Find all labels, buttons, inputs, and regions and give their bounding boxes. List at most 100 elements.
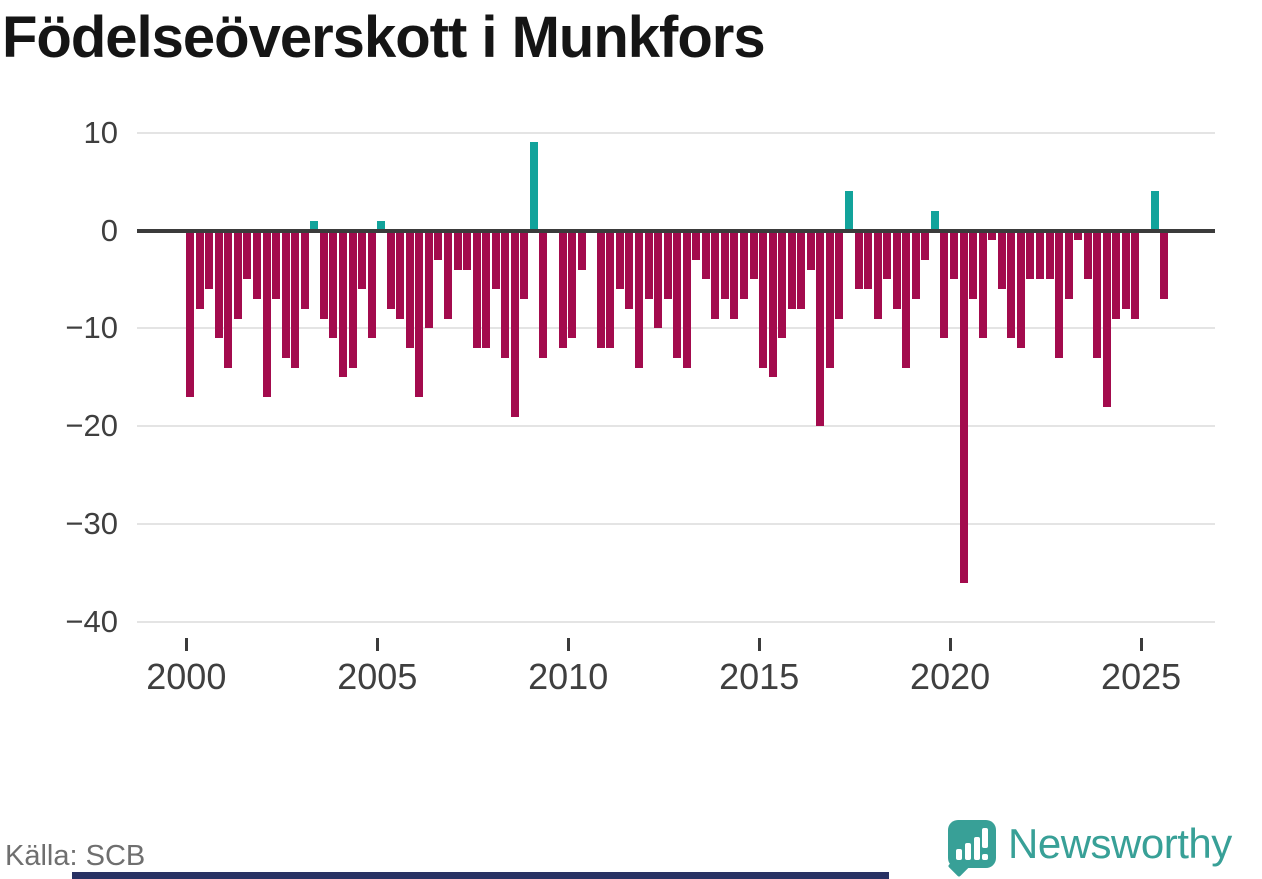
bar-2022-Q4: [1055, 230, 1063, 358]
bar-2022-Q1: [1026, 230, 1034, 280]
footer-strip: [72, 872, 889, 879]
x-axis-tick: [184, 638, 188, 651]
bar-2020-Q2: [960, 230, 968, 583]
bar-2002-Q1: [263, 230, 271, 397]
bar-2000-Q4: [215, 230, 223, 339]
x-axis-tick: [566, 638, 570, 651]
bar-2019-Q4: [940, 230, 948, 339]
bar-2005-Q4: [406, 230, 414, 348]
bar-2017-Q2: [845, 191, 853, 231]
bar-2011-Q1: [606, 230, 614, 348]
bar-2017-Q1: [835, 230, 843, 319]
bar-2013-Q1: [683, 230, 691, 368]
newsworthy-logo: Newsworthy: [947, 815, 1232, 878]
bar-2016-Q2: [807, 230, 815, 270]
bar-2018-Q4: [902, 230, 910, 368]
bar-2003-Q4: [329, 230, 337, 339]
y-axis-tick-label: 0: [100, 212, 118, 248]
bar-2006-Q1: [415, 230, 423, 397]
bar-2008-Q4: [520, 230, 528, 299]
bar-2014-Q1: [721, 230, 729, 299]
bar-2015-Q1: [759, 230, 767, 368]
bar-2013-Q4: [711, 230, 719, 319]
bar-2021-Q1: [988, 230, 996, 241]
bar-2008-Q2: [501, 230, 509, 358]
bar-2004-Q3: [358, 230, 366, 290]
bar-2012-Q4: [673, 230, 681, 358]
y-axis-tick-label: −20: [65, 408, 118, 444]
bar-2007-Q1: [454, 230, 462, 270]
bar-2005-Q2: [387, 230, 395, 309]
bar-2022-Q2: [1036, 230, 1044, 280]
x-axis-tick: [948, 638, 952, 651]
gridline: [137, 621, 1215, 624]
bar-2016-Q1: [797, 230, 805, 309]
bar-2008-Q3: [511, 230, 519, 417]
x-axis-tick-label: 2015: [719, 656, 800, 697]
bar-2024-Q4: [1131, 230, 1139, 319]
bar-2012-Q1: [645, 230, 653, 299]
bar-2020-Q3: [969, 230, 977, 299]
bar-2013-Q3: [702, 230, 710, 280]
y-axis-tick-label: 10: [83, 114, 118, 150]
x-axis-tick: [757, 638, 761, 651]
bar-2024-Q1: [1103, 230, 1111, 407]
chart-title: Födelseöverskott i Munkfors: [2, 5, 766, 70]
bar-2008-Q1: [492, 230, 500, 290]
bar-2000-Q1: [186, 230, 194, 397]
bar-2010-Q4: [597, 230, 605, 348]
bar-2024-Q3: [1122, 230, 1130, 309]
bar-2011-Q2: [616, 230, 624, 290]
logo-chart-bar-icon: [956, 849, 962, 860]
bar-2003-Q2: [310, 220, 318, 231]
bar-2007-Q4: [482, 230, 490, 348]
bar-2023-Q1: [1065, 230, 1073, 299]
bar-2006-Q4: [444, 230, 452, 319]
bar-2014-Q4: [750, 230, 758, 280]
logo-chart-bar-icon: [974, 837, 980, 860]
bar-2021-Q2: [998, 230, 1006, 290]
bar-2004-Q1: [339, 230, 347, 378]
bar-2015-Q4: [788, 230, 796, 309]
bar-2023-Q4: [1093, 230, 1101, 358]
bar-2019-Q3: [931, 210, 939, 231]
bar-2005-Q3: [396, 230, 404, 319]
bar-2024-Q2: [1112, 230, 1120, 319]
bar-2002-Q3: [282, 230, 290, 358]
bar-2007-Q3: [473, 230, 481, 348]
bar-2009-Q2: [539, 230, 547, 358]
bar-2021-Q4: [1017, 230, 1025, 348]
x-axis-tick: [375, 638, 379, 651]
bar-2018-Q1: [874, 230, 882, 319]
source-note: Källa: SCB: [5, 840, 146, 872]
newsworthy-wordmark: Newsworthy: [1008, 820, 1232, 867]
bar-2001-Q4: [253, 230, 261, 299]
bar-2017-Q4: [864, 230, 872, 290]
x-axis-tick-label: 2020: [910, 656, 991, 697]
bar-2018-Q3: [893, 230, 901, 309]
bar-2006-Q2: [425, 230, 433, 329]
bar-2004-Q2: [349, 230, 357, 368]
logo-chart-bar-icon: [965, 843, 971, 860]
bar-2019-Q2: [921, 230, 929, 260]
bar-2010-Q2: [578, 230, 586, 270]
logo-exclamation-icon: [982, 828, 988, 848]
bar-2023-Q2: [1074, 230, 1082, 241]
logo-exclamation-dot-icon: [982, 854, 988, 860]
bar-2011-Q4: [635, 230, 643, 368]
bar-2007-Q2: [463, 230, 471, 270]
bar-2001-Q1: [224, 230, 232, 368]
bar-2012-Q2: [654, 230, 662, 329]
bar-2016-Q4: [826, 230, 834, 368]
bar-2003-Q3: [320, 230, 328, 319]
bar-2015-Q3: [778, 230, 786, 339]
y-axis-tick-label: −10: [65, 310, 118, 346]
bar-2021-Q3: [1007, 230, 1015, 339]
bar-2014-Q3: [740, 230, 748, 299]
x-axis-tick-label: 2010: [528, 656, 609, 697]
x-axis-tick: [1139, 638, 1143, 651]
x-axis-tick-label: 2000: [146, 656, 227, 697]
bar-2025-Q2: [1151, 191, 1159, 231]
bar-2003-Q1: [301, 230, 309, 309]
